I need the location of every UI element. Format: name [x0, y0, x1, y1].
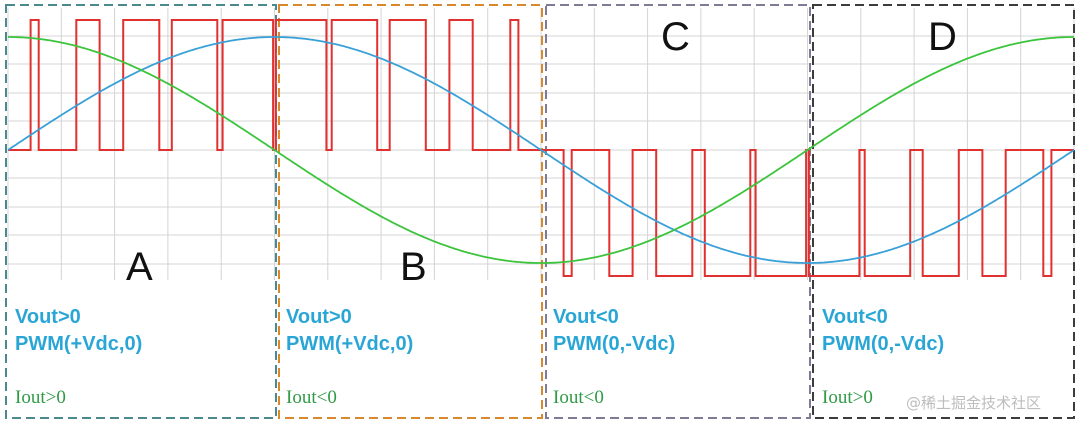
region-a-vout: Vout>0 — [15, 306, 81, 328]
region-boxes — [5, 4, 1075, 419]
region-b-letter: B — [400, 245, 427, 289]
region-b-iout: Iout<0 — [286, 387, 337, 408]
region-box — [812, 4, 1075, 419]
region-a-pwm: PWM(+Vdc,0) — [15, 333, 143, 355]
region-box — [5, 4, 277, 419]
blue-sine-curve — [7, 36, 1075, 264]
region-d-letter: D — [928, 15, 957, 59]
region-b-pwm: PWM(+Vdc,0) — [286, 333, 414, 355]
region-c-iout: Iout<0 — [553, 387, 604, 408]
region-c-letter: C — [661, 15, 690, 59]
region-b-vout: Vout>0 — [286, 306, 352, 328]
region-a-iout: Iout>0 — [15, 387, 66, 408]
region-box — [545, 4, 811, 419]
region-c-vout: Vout<0 — [553, 306, 619, 328]
region-a-letter: A — [126, 245, 153, 289]
region-d-pwm: PWM(0,-Vdc) — [822, 333, 945, 355]
watermark: @稀土掘金技术社区 — [906, 394, 1042, 412]
region-box — [278, 4, 543, 419]
region-d-vout: Vout<0 — [822, 306, 888, 328]
green-sine-curve — [8, 36, 1074, 264]
region-d-iout: Iout>0 — [822, 387, 873, 408]
region-c-pwm: PWM(0,-Vdc) — [553, 333, 676, 355]
